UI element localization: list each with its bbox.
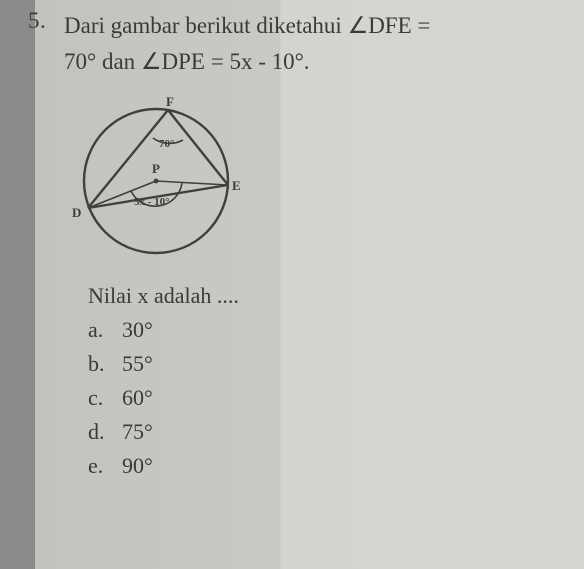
label-P: P: [152, 161, 160, 176]
option-letter: d.: [88, 419, 110, 445]
options-list: a. 30° b. 55° c. 60° d. 75° e. 90°: [88, 317, 560, 479]
option-e: e. 90°: [88, 453, 560, 479]
angle-P-text: 5x - 10°: [134, 196, 170, 208]
center-dot: [154, 179, 159, 184]
line-PE: [156, 181, 228, 185]
option-letter: e.: [88, 453, 110, 479]
option-letter: a.: [88, 317, 110, 343]
diagram-svg: D E F P 70° 5x - 10°: [66, 93, 256, 268]
option-b: b. 55°: [88, 351, 560, 377]
option-d: d. 75°: [88, 419, 560, 445]
option-text: 30°: [122, 317, 153, 343]
option-c: c. 60°: [88, 385, 560, 411]
circle-diagram: D E F P 70° 5x - 10°: [66, 93, 560, 273]
q-line1-prefix: Dari gambar berikut diketahui: [64, 13, 348, 38]
question-text: Dari gambar berikut diketahui ∠DFE = 70°…: [64, 8, 430, 79]
question-row: 5. Dari gambar berikut diketahui ∠DFE = …: [28, 8, 560, 79]
answer-prompt: Nilai x adalah ....: [88, 283, 560, 309]
label-E: E: [232, 178, 241, 193]
label-D: D: [72, 205, 81, 220]
option-a: a. 30°: [88, 317, 560, 343]
option-text: 90°: [122, 453, 153, 479]
question-number: 5.: [28, 8, 50, 34]
option-letter: c.: [88, 385, 110, 411]
q-angle1: ∠DFE =: [348, 13, 431, 38]
angle-F-text: 70°: [159, 138, 174, 150]
option-text: 55°: [122, 351, 153, 377]
page-content: 5. Dari gambar berikut diketahui ∠DFE = …: [0, 0, 584, 479]
option-letter: b.: [88, 351, 110, 377]
line-DF: [88, 110, 168, 208]
label-F: F: [166, 94, 174, 109]
q-angle2: ∠DPE = 5x - 10°.: [141, 49, 310, 74]
option-text: 60°: [122, 385, 153, 411]
q-line2-prefix: 70° dan: [64, 49, 141, 74]
option-text: 75°: [122, 419, 153, 445]
